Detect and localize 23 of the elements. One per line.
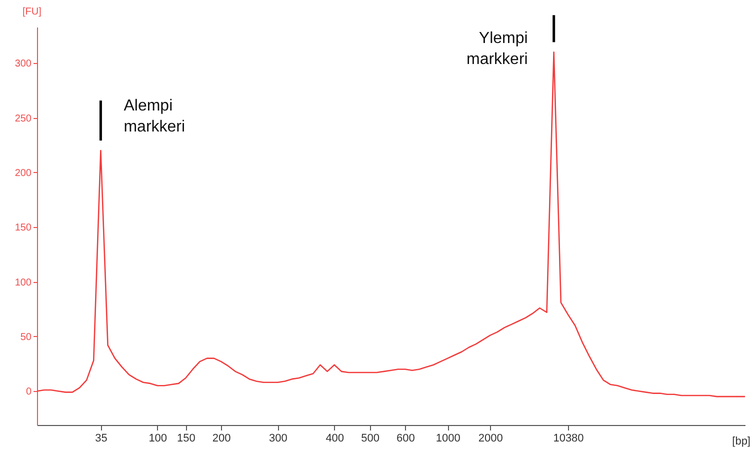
- y-tick-label: 0: [26, 386, 32, 398]
- x-tick-label: 500: [361, 432, 380, 444]
- y-axis-title: [FU]: [22, 6, 42, 18]
- x-tick-label: 200: [212, 432, 231, 444]
- x-tick-label: 2000: [478, 432, 503, 444]
- x-tick-label: 150: [177, 432, 196, 444]
- x-tick-label: 1000: [436, 432, 460, 444]
- y-tick-label: 150: [14, 222, 32, 234]
- y-tick-label: 200: [14, 168, 32, 179]
- annotation: Alempi markkeri: [124, 98, 186, 136]
- x-tick-label: 35: [95, 432, 108, 444]
- y-tick-label: 100: [14, 277, 32, 288]
- x-axis-title: [bp]: [732, 436, 750, 448]
- x-tick-label: 300: [269, 432, 288, 444]
- x-tick-label: 400: [326, 432, 344, 444]
- line-series: [37, 52, 745, 398]
- x-tick-label: 100: [148, 432, 168, 444]
- y-tick-label: 50: [20, 332, 32, 343]
- y-tick-label: 300: [14, 58, 32, 70]
- x-tick-label: 10380: [553, 432, 584, 444]
- y-tick-label: 250: [14, 113, 32, 124]
- annotation: Ylempi markkeri: [466, 30, 528, 68]
- x-tick-label: 600: [396, 432, 415, 444]
